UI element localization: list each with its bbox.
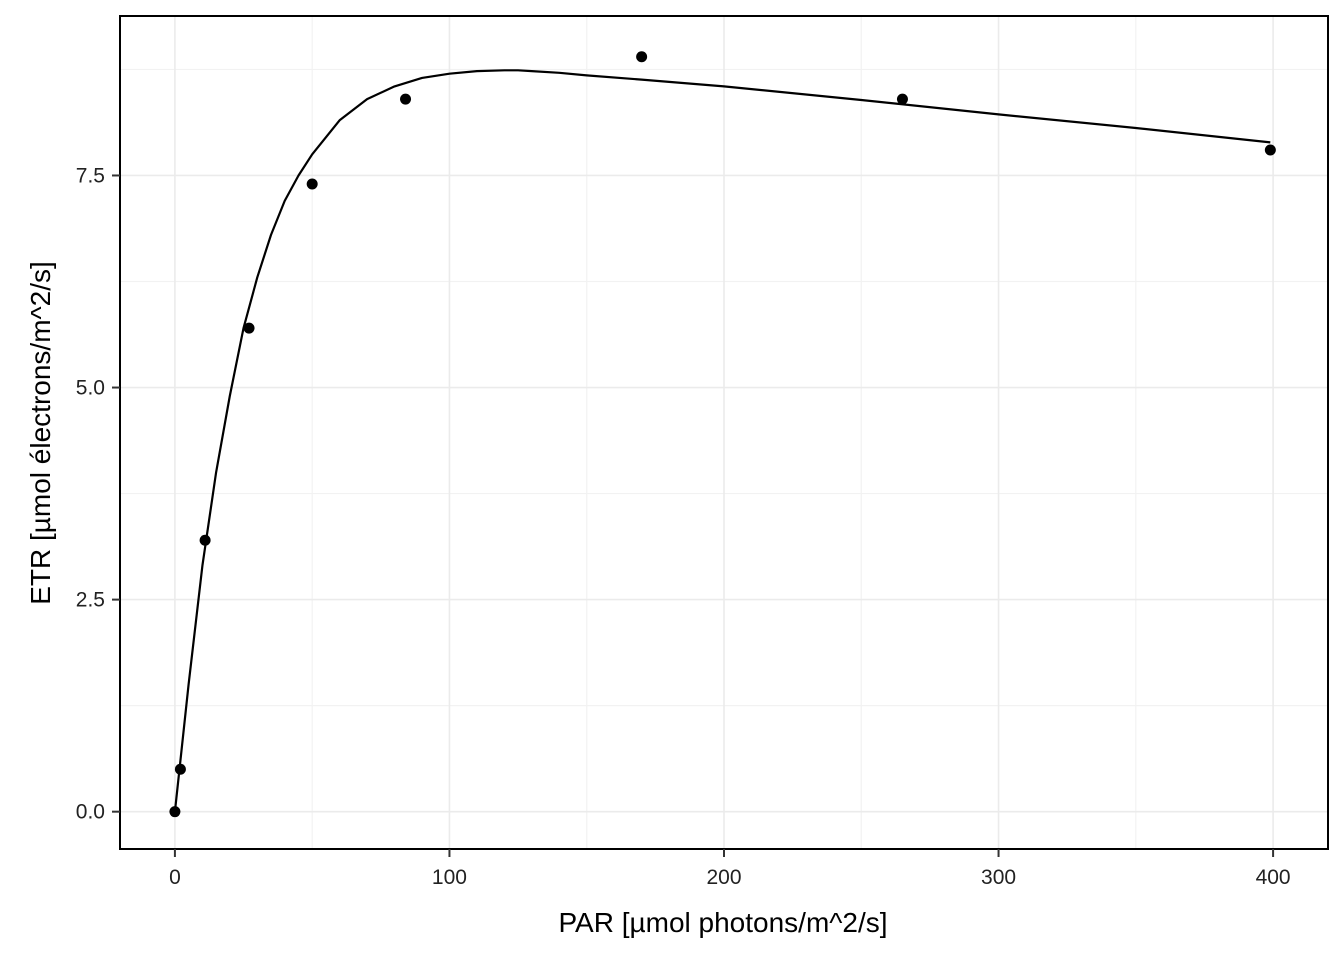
data-point [306,178,318,190]
y-axis-title: ETR [µmol électrons/m^2/s] [25,261,56,605]
y-tick-label: 7.5 [76,164,105,187]
data-point [1264,144,1276,156]
y-tick-label: 0.0 [76,801,105,824]
y-tick-label: 2.5 [76,589,105,612]
gridlines [120,16,1328,849]
x-tick-label: 200 [706,866,741,889]
data-point [174,763,186,775]
data-point [896,93,908,105]
x-tick-label: 400 [1256,866,1291,889]
data-point [636,51,648,63]
x-tick-label: 0 [169,866,181,889]
data-point [243,322,255,334]
x-tick-label: 300 [981,866,1016,889]
data-points-layer [169,51,1276,818]
data-point [199,534,211,546]
data-point [400,93,412,105]
x-tick-label: 100 [432,866,467,889]
y-tick-label: 5.0 [76,377,105,400]
fit-curve-layer [173,69,1271,812]
fit-curve [173,69,1271,812]
x-axis-title: PAR [µmol photons/m^2/s] [558,907,887,938]
axes: 0 100 200 300 400 0.0 2.5 5.0 7.5 [76,164,1291,889]
data-point [169,806,181,818]
